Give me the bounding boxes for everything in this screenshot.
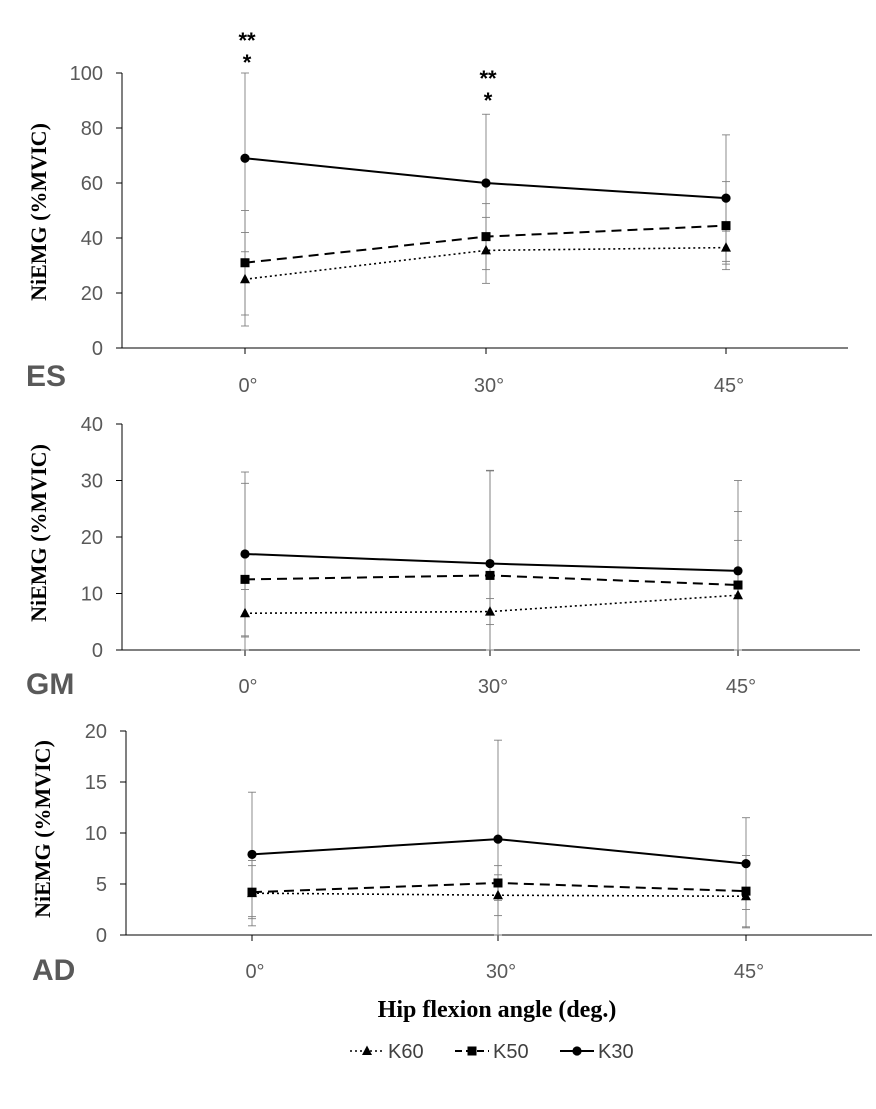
y-tick-label: 40	[81, 228, 103, 250]
data-point-k50	[733, 580, 743, 590]
y-tick-label: 5	[96, 874, 107, 896]
significance-marker: **	[479, 66, 497, 91]
x-tick-label: 0°	[245, 961, 264, 983]
x-tick-label: 30°	[478, 676, 508, 698]
panel-ad: 0 5 10 15 20 0° 30° 45° NiEMG (%MVIC) AD	[30, 721, 872, 987]
data-point-k50	[240, 574, 250, 584]
data-point-k30	[493, 834, 503, 844]
data-point-k30	[485, 558, 495, 569]
data-point-k50	[247, 887, 257, 897]
legend-item-k30: K30	[560, 1041, 634, 1063]
legend-label: K30	[598, 1041, 634, 1063]
data-point-k30	[741, 859, 751, 869]
significance-marker: *	[484, 88, 493, 113]
data-point-k30	[481, 178, 491, 188]
x-tick-label: 45°	[726, 676, 756, 698]
data-point-k60	[493, 889, 503, 900]
data-point-k30	[247, 849, 257, 860]
legend-swatch-marker	[572, 1046, 582, 1056]
y-tick-label: 10	[81, 584, 103, 606]
y-axis-label: NiEMG (%MVIC)	[30, 740, 55, 918]
legend: K60 K50 K30	[350, 1041, 634, 1063]
panel-label: AD	[32, 954, 75, 987]
data-point-k60	[485, 606, 495, 616]
y-tick-label: 15	[85, 772, 107, 794]
panel-gm: 0 10 20 30 40 0° 30° 45° NiEMG (%MVIC) GM	[26, 414, 860, 701]
data-point-k60	[733, 589, 743, 600]
x-tick-label: 30°	[486, 961, 516, 983]
legend-label: K60	[388, 1041, 424, 1063]
y-tick-label: 10	[85, 823, 107, 845]
data-point-k50	[481, 232, 491, 242]
series-line-k30	[244, 157, 727, 200]
y-tick-label: 20	[81, 527, 103, 549]
series-line-k50	[244, 224, 727, 264]
x-tick-label: 45°	[714, 375, 744, 397]
significance-marker: **	[238, 28, 256, 53]
panel-label: GM	[26, 668, 74, 701]
legend-item-k50: K50	[455, 1041, 529, 1063]
x-tick-label: 0°	[238, 375, 257, 397]
series-line-k60	[244, 246, 727, 281]
data-point-k60	[721, 242, 731, 252]
y-tick-label: 40	[81, 414, 103, 436]
data-point-k30	[240, 549, 250, 559]
data-point-k60	[240, 273, 250, 284]
x-tick-label: 0°	[238, 676, 257, 698]
data-point-k50	[741, 886, 751, 896]
x-axis-label: Hip flexion angle (deg.)	[378, 997, 617, 1023]
x-tick-label: 45°	[734, 961, 764, 983]
y-axis-label: NiEMG (%MVIC)	[26, 444, 51, 622]
y-tick-label: 20	[85, 721, 107, 743]
y-tick-label: 60	[81, 173, 103, 195]
legend-swatch-marker	[362, 1045, 372, 1055]
y-axis-label: NiEMG (%MVIC)	[26, 123, 51, 301]
y-tick-label: 80	[81, 118, 103, 140]
data-point-k30	[733, 566, 743, 576]
y-tick-label: 30	[81, 471, 103, 493]
data-point-k50	[240, 258, 250, 268]
data-point-k60	[481, 244, 491, 255]
y-tick-label: 100	[70, 63, 103, 85]
panel-label: ES	[26, 360, 66, 393]
data-point-k50	[721, 221, 731, 231]
y-tick-label: 0	[92, 640, 103, 662]
data-point-k50	[493, 878, 503, 888]
legend-label: K50	[493, 1041, 529, 1063]
legend-swatch-marker	[467, 1046, 477, 1056]
significance-marker: *	[243, 50, 252, 75]
y-tick-label: 0	[96, 925, 107, 947]
data-point-k50	[485, 570, 495, 580]
x-tick-label: 30°	[474, 375, 504, 397]
legend-item-k60: K60	[350, 1041, 424, 1063]
y-tick-label: 0	[92, 338, 103, 360]
data-point-k30	[240, 153, 250, 163]
data-point-k60	[240, 607, 250, 618]
data-point-k30	[721, 193, 731, 203]
y-tick-label: 20	[81, 283, 103, 305]
